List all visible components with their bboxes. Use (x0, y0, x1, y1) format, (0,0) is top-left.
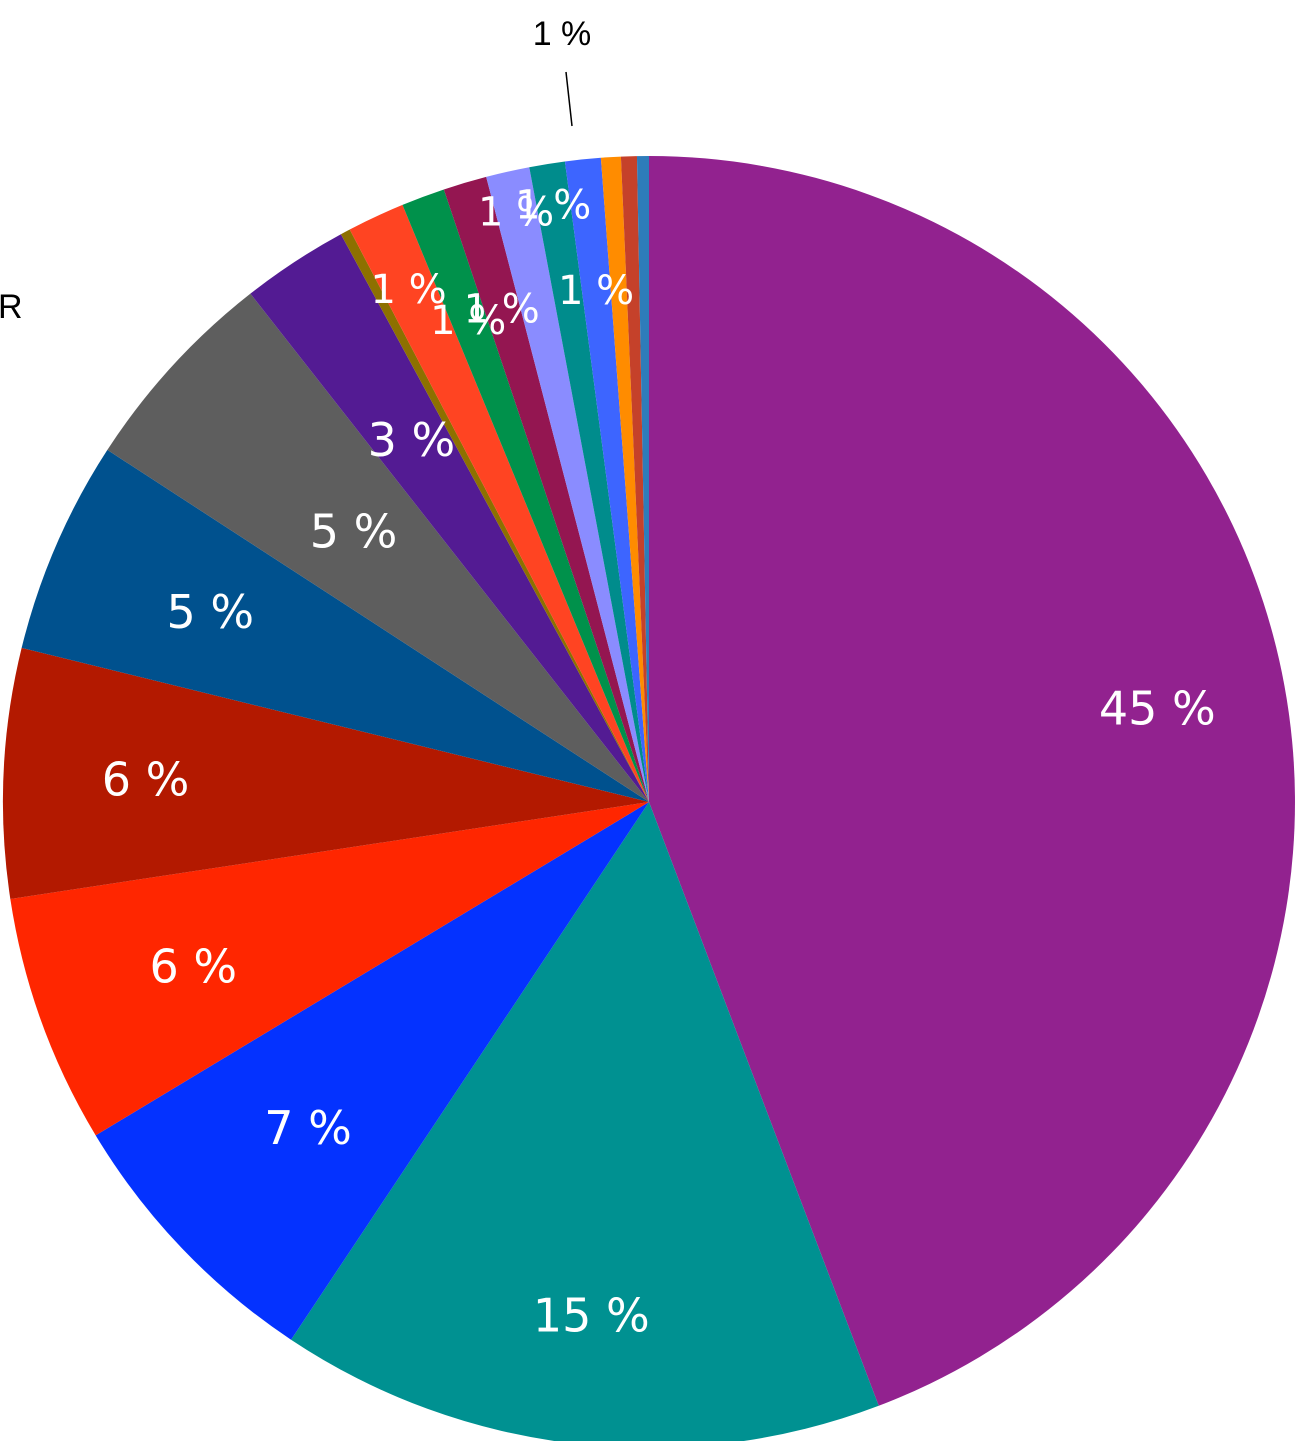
outside-label-left: R (0, 288, 23, 326)
slice-label-7: 3 % (368, 413, 456, 467)
pie-slices (2, 156, 1295, 1441)
pie-slice-8 (340, 229, 649, 803)
slice-label-13: 1 % (515, 182, 591, 228)
leader-line (565, 71, 573, 127)
pie-slice-1 (291, 802, 879, 1441)
slice-label-10: 1 % (430, 298, 506, 344)
pie-slice-4 (2, 647, 650, 899)
slice-label-12: 1 % (478, 190, 554, 236)
pie-slice-6 (107, 293, 649, 802)
pie-slice-12 (486, 167, 649, 802)
slice-label-0: 45 % (1099, 682, 1216, 736)
pie-slice-14 (564, 157, 649, 803)
slice-label-9: 1 % (371, 267, 447, 313)
pie-slice-16 (620, 156, 649, 803)
pie-slice-17 (636, 156, 649, 802)
pie-slice-13 (529, 161, 649, 803)
slice-labels: 45 %15 %7 %6 %6 %5 %5 %3 %1 %1 %1 %1 %1 … (102, 182, 1216, 1342)
slice-label-4: 6 % (102, 752, 190, 806)
pie-slice-10 (402, 189, 649, 802)
slice-label-2: 7 % (264, 1101, 352, 1155)
slice-label-3: 6 % (149, 940, 237, 994)
pie-slice-0 (649, 156, 1295, 1406)
slice-label-1: 15 % (533, 1289, 650, 1343)
pie-slice-3 (10, 802, 649, 1136)
pie-slice-15 (600, 156, 649, 803)
pie-slice-2 (95, 802, 650, 1340)
slice-label-14: 1 % (558, 268, 634, 314)
pie-slice-5 (21, 449, 649, 802)
slice-label-5: 5 % (166, 585, 254, 639)
pie-slice-11 (443, 176, 649, 803)
outside-label-top: 1 % (533, 15, 592, 53)
outside-labels: 1 % R (0, 15, 591, 326)
pie-slice-7 (250, 234, 649, 802)
slice-label-11: 1 % (464, 287, 540, 333)
slice-label-6: 5 % (310, 505, 398, 559)
pie-slice-9 (349, 204, 649, 802)
